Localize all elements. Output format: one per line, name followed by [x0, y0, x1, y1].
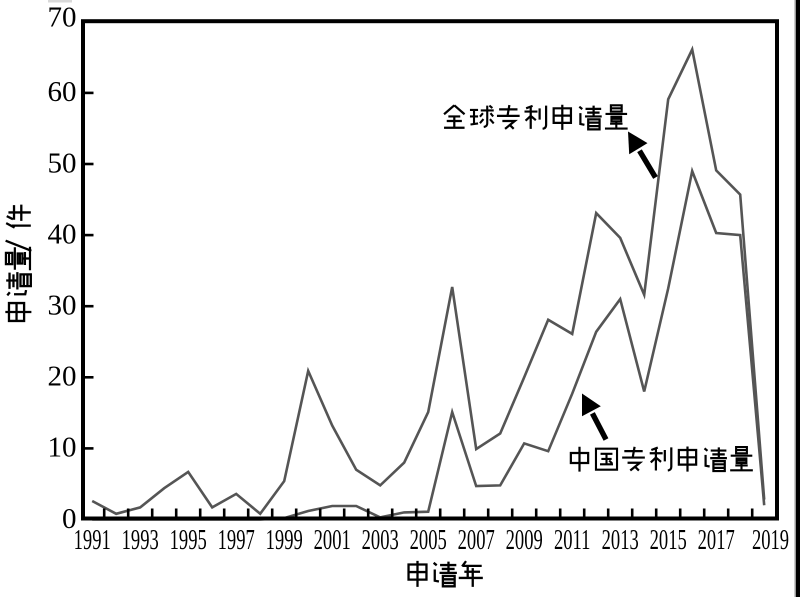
svg-text:2017: 2017	[698, 524, 735, 556]
svg-text:20: 20	[48, 361, 77, 393]
svg-text:2005: 2005	[410, 524, 447, 556]
svg-text:2019: 2019	[752, 524, 789, 556]
svg-text:1997: 1997	[218, 524, 255, 556]
svg-text:2009: 2009	[506, 524, 543, 556]
svg-text:2011: 2011	[554, 524, 590, 556]
svg-text:1993: 1993	[122, 524, 159, 556]
svg-text:70: 70	[48, 2, 77, 34]
svg-text:0: 0	[62, 503, 77, 535]
svg-text:1991: 1991	[74, 524, 111, 556]
svg-text:2003: 2003	[362, 524, 399, 556]
svg-text:2013: 2013	[602, 524, 639, 556]
svg-text:60: 60	[48, 76, 77, 108]
svg-text:40: 40	[48, 218, 77, 250]
svg-text:2007: 2007	[458, 524, 495, 556]
svg-text:2001: 2001	[314, 524, 351, 556]
svg-text:1999: 1999	[266, 524, 303, 556]
svg-text:1995: 1995	[170, 524, 207, 556]
svg-text:50: 50	[48, 147, 77, 179]
svg-text:10: 10	[48, 432, 77, 464]
svg-text:2015: 2015	[650, 524, 687, 556]
svg-text:30: 30	[48, 289, 77, 321]
